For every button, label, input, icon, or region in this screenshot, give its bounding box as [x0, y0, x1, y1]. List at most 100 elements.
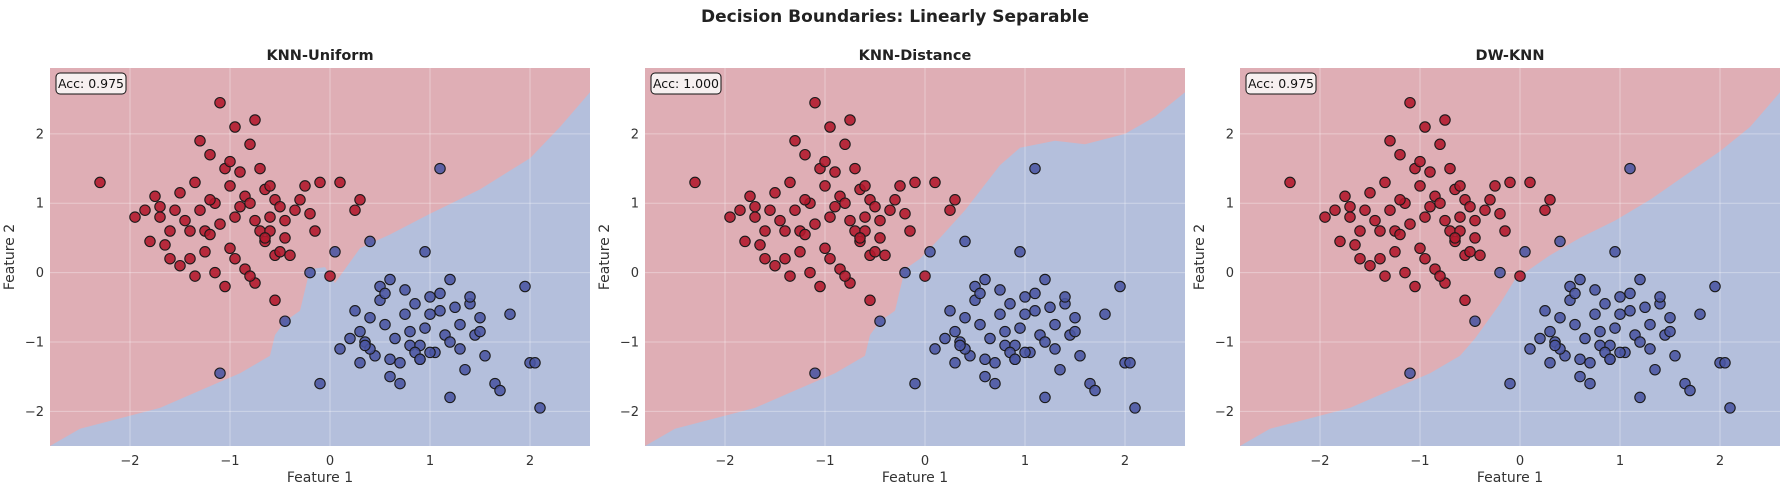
y-axis-label: Feature 2 — [1192, 224, 1208, 290]
data-point-class1 — [1019, 346, 1031, 359]
data-point-class0 — [224, 242, 236, 255]
data-point-class1 — [1029, 287, 1041, 300]
data-point-class1 — [344, 332, 356, 345]
data-point-class1 — [1719, 357, 1731, 369]
data-point-class1 — [959, 311, 971, 324]
y-tick-label: −1 — [1215, 335, 1234, 350]
data-point-class0 — [1394, 228, 1406, 241]
data-point-class0 — [824, 211, 836, 223]
data-point-class1 — [459, 363, 471, 376]
data-point-class0 — [274, 200, 286, 213]
data-point-class0 — [224, 155, 236, 168]
data-point-class0 — [199, 246, 211, 258]
data-point-class0 — [279, 214, 291, 227]
data-point-class0 — [1524, 176, 1536, 189]
y-tick-label: −2 — [620, 405, 639, 420]
y-tick-label: −2 — [1215, 405, 1234, 420]
data-point-class1 — [1594, 325, 1606, 338]
data-point-class1 — [1644, 318, 1656, 331]
data-point-class0 — [1414, 180, 1426, 192]
data-point-class1 — [1004, 298, 1016, 310]
data-point-class0 — [784, 176, 796, 189]
data-point-class1 — [1569, 287, 1581, 300]
data-point-class0 — [174, 187, 186, 199]
data-point-class1 — [979, 353, 991, 366]
data-point-class0 — [204, 148, 216, 161]
data-point-class1 — [1579, 332, 1591, 345]
data-point-class1 — [1634, 336, 1646, 348]
data-point-class0 — [894, 180, 906, 192]
data-point-class1 — [384, 273, 396, 286]
x-tick-label: 0 — [921, 454, 929, 469]
x-tick-label: −2 — [120, 454, 139, 469]
data-point-class0 — [874, 214, 886, 227]
data-point-class0 — [1434, 270, 1446, 282]
data-point-class1 — [1684, 384, 1696, 397]
data-point-class1 — [1549, 339, 1561, 352]
data-point-class1 — [984, 332, 996, 345]
data-point-class0 — [294, 194, 306, 206]
x-tick-label: −1 — [815, 454, 834, 469]
y-axis-label: Feature 2 — [2, 224, 18, 290]
x-tick-label: 1 — [426, 454, 434, 469]
data-point-class0 — [1374, 225, 1386, 237]
panel-title: KNN-Uniform — [266, 48, 373, 64]
data-point-class1 — [1709, 280, 1721, 293]
data-point-class0 — [224, 180, 236, 192]
data-point-class0 — [1389, 246, 1401, 258]
data-point-class0 — [1414, 242, 1426, 255]
data-point-class0 — [214, 96, 226, 109]
data-point-class0 — [1464, 200, 1476, 213]
figure-title: Decision Boundaries: Linearly Separable — [700, 7, 1090, 27]
data-point-class1 — [1519, 246, 1531, 258]
data-point-class0 — [804, 266, 816, 279]
data-point-class0 — [1404, 218, 1416, 230]
data-point-class0 — [259, 232, 271, 244]
data-point-class1 — [1639, 301, 1651, 314]
data-point-class1 — [409, 298, 421, 310]
x-tick-label: 2 — [526, 454, 534, 469]
data-point-class1 — [334, 343, 346, 355]
data-point-class0 — [1394, 194, 1406, 206]
data-point-class1 — [444, 391, 456, 404]
data-point-class0 — [889, 194, 901, 206]
data-point-class0 — [204, 228, 216, 241]
data-point-class0 — [764, 204, 776, 216]
data-point-class0 — [179, 214, 191, 227]
data-point-class0 — [164, 252, 176, 265]
data-point-class0 — [759, 252, 771, 265]
data-point-class1 — [979, 370, 991, 383]
data-point-class0 — [1399, 266, 1411, 279]
data-point-class1 — [874, 315, 886, 327]
data-point-class0 — [769, 187, 781, 199]
data-point-class1 — [949, 357, 961, 369]
data-point-class1 — [304, 266, 316, 279]
x-tick-label: 0 — [326, 454, 334, 469]
data-point-class1 — [399, 308, 411, 320]
data-point-class0 — [169, 204, 181, 216]
data-point-class0 — [789, 204, 801, 216]
data-point-class1 — [1574, 273, 1586, 286]
data-point-class0 — [874, 232, 886, 244]
data-point-class1 — [1664, 311, 1676, 324]
data-point-class0 — [1349, 239, 1361, 251]
data-point-class1 — [1029, 305, 1041, 317]
data-point-class0 — [1394, 148, 1406, 161]
data-point-class1 — [359, 339, 371, 352]
data-point-class0 — [789, 135, 801, 147]
data-point-class1 — [474, 311, 486, 324]
data-point-class1 — [1634, 273, 1646, 286]
data-point-class0 — [859, 211, 871, 223]
data-point-class1 — [384, 353, 396, 366]
data-point-class1 — [944, 305, 956, 317]
data-point-class1 — [449, 301, 461, 314]
data-point-class0 — [219, 280, 231, 293]
data-point-class0 — [809, 96, 821, 109]
data-point-class1 — [1069, 311, 1081, 324]
data-point-class1 — [424, 346, 436, 359]
class1-region — [50, 92, 590, 446]
data-point-class1 — [1049, 318, 1061, 331]
data-point-class0 — [1439, 214, 1451, 227]
data-point-class1 — [1724, 402, 1736, 414]
data-point-class1 — [434, 162, 446, 175]
